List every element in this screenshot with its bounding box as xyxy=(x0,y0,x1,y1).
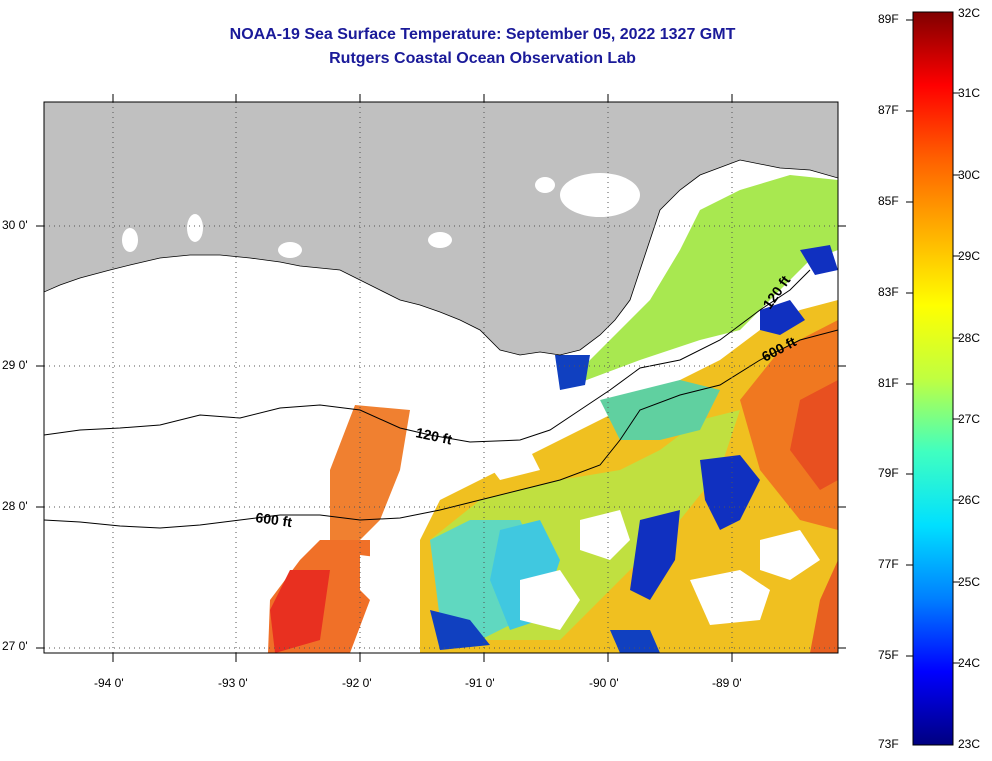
isobath-600ft xyxy=(44,329,838,529)
lon-label: -94 0' xyxy=(94,676,124,690)
colorbar-c-label: 24C xyxy=(958,656,981,670)
colorbar xyxy=(912,11,954,746)
map-frame xyxy=(43,101,839,654)
colorbar-c-label: 30C xyxy=(958,168,981,182)
lon-label: -92 0' xyxy=(342,676,372,690)
lon-label: -91 0' xyxy=(465,676,495,690)
colorbar-f-label: 89F xyxy=(878,12,899,26)
colorbar-c-label: 25C xyxy=(958,575,981,589)
lake-pontchartrain xyxy=(560,173,640,217)
colorbar-c-label: 27C xyxy=(958,412,981,426)
isobath-label: 120 ft xyxy=(414,424,453,447)
lat-label: 30 0' xyxy=(2,218,28,232)
isobath-120ft xyxy=(44,269,811,443)
lon-label: -93 0' xyxy=(218,676,248,690)
isobath-label: 600 ft xyxy=(255,509,294,530)
graticule xyxy=(44,102,838,653)
colorbar-c-label: 32C xyxy=(958,6,981,20)
lake-maurepas xyxy=(535,177,555,193)
colorbar-f-label: 77F xyxy=(878,557,899,571)
lake-calcasieu xyxy=(187,214,203,242)
lon-label: -89 0' xyxy=(712,676,742,690)
sabine-lake xyxy=(122,228,138,252)
lat-label: 28 0' xyxy=(2,499,28,513)
colorbar-f-label: 75F xyxy=(878,648,899,662)
map-title: NOAA-19 Sea Surface Temperature: Septemb… xyxy=(229,26,736,43)
lat-label: 29 0' xyxy=(2,358,28,372)
colorbar-f-label: 87F xyxy=(878,103,899,117)
land-mass xyxy=(44,102,838,356)
colorbar-c-label: 26C xyxy=(958,493,981,507)
colorbar-f-label: 83F xyxy=(878,285,899,299)
lake-boeuf xyxy=(428,232,452,248)
colorbar-ticks xyxy=(906,19,960,664)
colorbar-f-label: 73F xyxy=(878,737,899,751)
map-subtitle: Rutgers Coastal Ocean Observation Lab xyxy=(329,50,636,67)
colorbar-c-label: 28C xyxy=(958,331,981,345)
colorbar-c-label: 31C xyxy=(958,86,981,100)
colorbar-f-label: 81F xyxy=(878,376,899,390)
colorbar-f-label: 85F xyxy=(878,194,899,208)
white-lake xyxy=(278,242,302,258)
map-ticks xyxy=(36,94,846,662)
lon-label: -90 0' xyxy=(589,676,619,690)
colorbar-c-label: 23C xyxy=(958,737,981,751)
lat-label: 27 0' xyxy=(2,639,28,653)
colorbar-f-label: 79F xyxy=(878,466,899,480)
colorbar-c-label: 29C xyxy=(958,249,981,263)
